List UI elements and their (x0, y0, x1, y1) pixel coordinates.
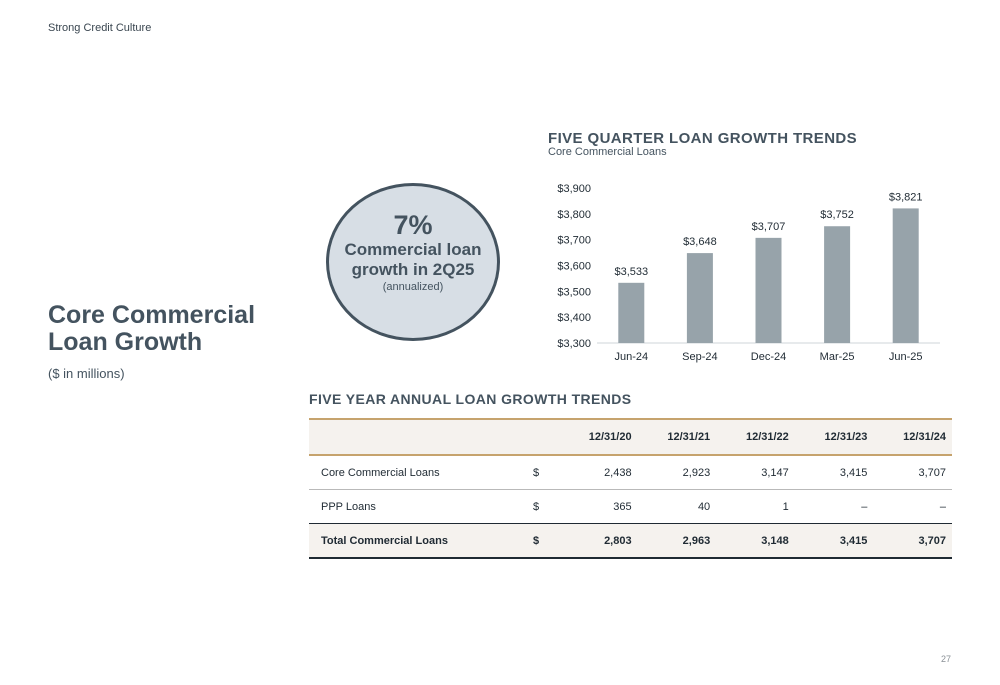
data-label: $3,752 (820, 209, 854, 221)
callout-note: (annualized) (382, 281, 444, 293)
data-label: $3,533 (614, 266, 648, 278)
callout-description: Commercial loan growth in 2Q25 (344, 240, 482, 279)
y-tick-label: $3,800 (557, 209, 591, 221)
loan-growth-bar-chart: $3,300 $3,400 $3,500 $3,600 $3,700 $3,800 $3,9… (557, 183, 940, 363)
data-label: $3,707 (752, 221, 786, 233)
bar-jun-25 (892, 208, 919, 343)
page-title-line-1: Core Commercial (48, 301, 256, 329)
table-cell: 3,148 (716, 523, 795, 559)
table-cell: 1 (716, 489, 795, 524)
table-cell: 40 (637, 489, 717, 524)
bar-dec-24 (755, 237, 782, 343)
callout-percent: 7% (393, 210, 433, 240)
header-currency-cell (527, 418, 559, 456)
row-currency: $ (527, 455, 559, 490)
chart-title: FIVE QUARTER LOAN GROWTH TRENDS (548, 130, 858, 147)
data-label: $3,648 (683, 236, 717, 248)
units-note: ($ in millions) (48, 366, 125, 381)
table-cell: 3,707 (873, 455, 952, 490)
annual-loan-growth-table: 12/31/20 12/31/21 12/31/22 12/31/23 12/3… (309, 418, 952, 559)
table-total-row: Total Commercial Loans $ 2,803 2,963 3,1… (309, 523, 952, 559)
table-row: Core Commercial Loans $ 2,438 2,923 3,14… (309, 455, 952, 490)
bar-jun-24 (618, 282, 645, 343)
x-tick-label: Jun-25 (889, 351, 923, 363)
column-header: 12/31/22 (716, 418, 795, 456)
y-tick-label: $3,900 (557, 183, 591, 195)
table-cell: 2,803 (559, 523, 638, 559)
row-currency: $ (527, 489, 559, 524)
page-number: 27 (941, 654, 952, 664)
growth-callout: 7% Commercial loan growth in 2Q25 (annua… (326, 183, 500, 341)
table-cell: 365 (559, 489, 638, 524)
table-cell: 2,438 (559, 455, 638, 490)
x-tick-label: Jun-24 (614, 351, 648, 363)
x-tick-label: Mar-25 (820, 351, 855, 363)
data-label: $3,821 (889, 191, 923, 203)
y-tick-label: $3,400 (557, 312, 591, 324)
table-cell: 3,707 (873, 523, 952, 559)
column-header: 12/31/23 (794, 418, 874, 456)
page-title-line-2: Loan Growth (48, 328, 203, 356)
table-cell: 3,415 (794, 523, 874, 559)
y-tick-label: $3,500 (557, 286, 591, 298)
row-label: PPP Loans (309, 489, 527, 524)
header-label-cell (309, 418, 527, 456)
row-label: Total Commercial Loans (309, 523, 527, 559)
chart-subtitle: Core Commercial Loans (548, 146, 667, 158)
row-currency: $ (527, 523, 559, 559)
table-cell: – (794, 489, 874, 524)
page-title: Core Commercial Loan Growth (48, 302, 308, 356)
column-header: 12/31/20 (559, 418, 638, 456)
table-cell: 2,923 (637, 455, 717, 490)
table-title: FIVE YEAR ANNUAL LOAN GROWTH TRENDS (309, 391, 632, 407)
section-label: Strong Credit Culture (48, 22, 152, 34)
column-header: 12/31/21 (637, 418, 717, 456)
table-cell: 3,147 (716, 455, 795, 490)
y-tick-label: $3,600 (557, 261, 591, 273)
table-header-row: 12/31/20 12/31/21 12/31/22 12/31/23 12/3… (309, 418, 952, 456)
x-tick-label: Sep-24 (682, 351, 717, 363)
bar-sep-24 (686, 253, 713, 343)
table-cell: 3,415 (794, 455, 874, 490)
row-label: Core Commercial Loans (309, 455, 527, 490)
table-cell: 2,963 (637, 523, 717, 559)
y-tick-label: $3,300 (557, 338, 591, 350)
column-header: 12/31/24 (873, 418, 952, 456)
table-row: PPP Loans $ 365 40 1 – – (309, 489, 952, 524)
bar-mar-25 (824, 226, 851, 343)
y-tick-label: $3,700 (557, 235, 591, 247)
x-tick-label: Dec-24 (751, 351, 786, 363)
table-cell: – (873, 489, 952, 524)
